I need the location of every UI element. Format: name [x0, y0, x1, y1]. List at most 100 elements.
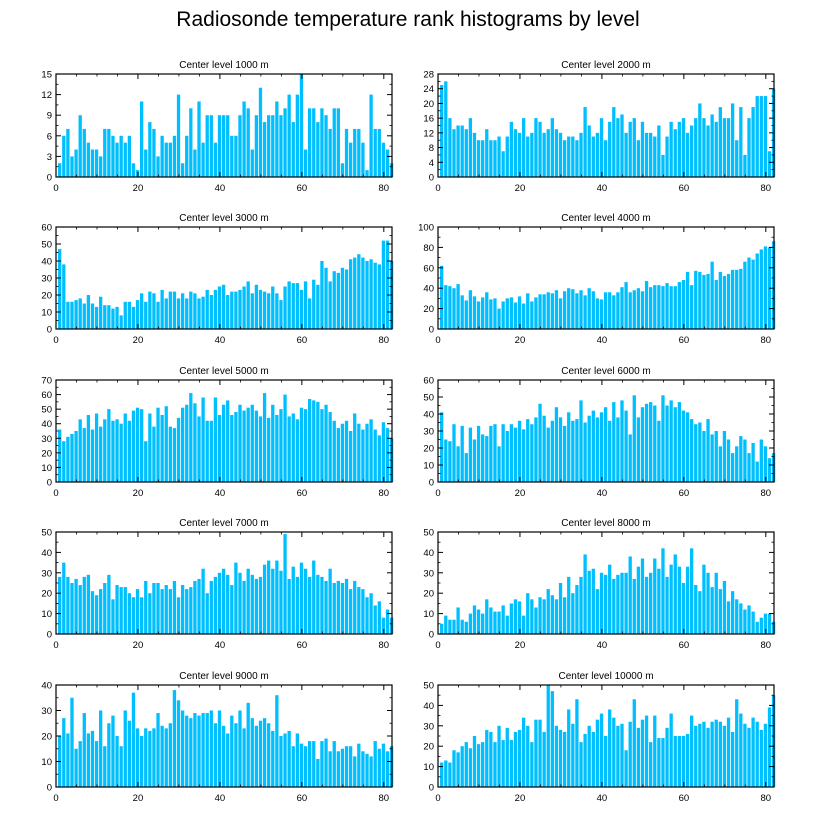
- histogram-bar: [168, 426, 172, 482]
- histogram-bar: [657, 285, 661, 329]
- histogram-bar: [58, 249, 62, 329]
- histogram-bar: [377, 748, 381, 787]
- histogram-bar: [522, 717, 526, 787]
- histogram-bar: [361, 751, 365, 787]
- histogram-bar: [739, 603, 743, 634]
- x-tick-label: 20: [515, 488, 526, 499]
- y-tick-label: 100: [418, 223, 434, 234]
- histogram-bar: [505, 298, 509, 329]
- histogram-bar: [103, 128, 107, 177]
- histogram-bar: [201, 397, 205, 482]
- histogram-bar: [332, 271, 336, 329]
- histogram-bar: [571, 593, 575, 634]
- histogram-bar: [189, 587, 193, 634]
- histogram-bar: [348, 259, 353, 329]
- histogram-bar: [448, 118, 452, 177]
- histogram-bar: [665, 136, 669, 177]
- histogram-bar: [197, 298, 201, 329]
- histogram-bar: [238, 115, 242, 177]
- histogram-bar: [571, 136, 575, 177]
- x-tick-label: 0: [435, 793, 440, 804]
- histogram-bar: [86, 414, 91, 482]
- x-tick-label: 80: [761, 793, 772, 804]
- histogram-bar: [66, 576, 70, 634]
- histogram-bar: [460, 425, 464, 482]
- histogram-bar: [497, 308, 501, 329]
- histogram-bar: [180, 163, 185, 177]
- y-tick-label: 20: [423, 99, 434, 110]
- histogram-bar: [242, 101, 246, 177]
- histogram-bar: [115, 142, 119, 177]
- histogram-bar: [172, 690, 177, 787]
- histogram-bar: [82, 713, 86, 787]
- histogram-bar: [373, 128, 377, 177]
- histogram-bar: [653, 715, 657, 787]
- histogram-bar: [657, 738, 661, 787]
- histogram-bar: [172, 428, 177, 482]
- histogram-bar: [119, 746, 123, 787]
- histogram-bar: [583, 295, 587, 329]
- histogram-bar: [546, 129, 550, 177]
- histogram-bar: [493, 298, 497, 329]
- histogram-bar: [295, 283, 300, 329]
- y-tick-label: 3: [47, 152, 52, 163]
- histogram-bar: [599, 713, 604, 787]
- y-tick-label: 40: [41, 548, 52, 559]
- histogram-bar: [493, 742, 497, 787]
- histogram-bar: [217, 572, 222, 634]
- y-tick-label: 50: [423, 528, 434, 539]
- histogram-bar: [156, 156, 160, 177]
- histogram-bar: [193, 403, 197, 482]
- histogram-bar: [234, 135, 238, 177]
- histogram-bar: [279, 409, 283, 482]
- histogram-bar: [103, 419, 107, 482]
- histogram-bar: [489, 140, 493, 177]
- histogram-bar: [176, 298, 181, 329]
- histogram-bar: [505, 136, 509, 177]
- histogram-bar: [530, 132, 534, 177]
- histogram-bar: [587, 570, 591, 634]
- histogram-bar: [624, 410, 628, 482]
- histogram-bar: [460, 746, 464, 787]
- histogram-bar: [111, 715, 115, 787]
- y-tick-label: 50: [41, 405, 52, 416]
- histogram-bar: [271, 286, 275, 329]
- histogram-bar: [710, 261, 714, 329]
- y-tick-label: 30: [41, 434, 52, 445]
- x-tick-label: 60: [679, 183, 690, 194]
- histogram-bar: [632, 578, 636, 634]
- x-tick-label: 20: [515, 793, 526, 804]
- x-tick-label: 80: [379, 793, 390, 804]
- histogram-bar: [66, 128, 70, 177]
- histogram-bar: [221, 115, 226, 177]
- histogram-bar: [735, 269, 739, 329]
- histogram-bar: [221, 284, 226, 329]
- histogram-bar: [103, 746, 107, 787]
- histogram-bar: [513, 427, 518, 482]
- histogram-bar: [185, 715, 189, 787]
- histogram-bar: [369, 94, 373, 177]
- histogram-bar: [353, 756, 357, 787]
- histogram-bar: [230, 414, 234, 482]
- histogram-bar: [344, 269, 349, 329]
- histogram-bar: [74, 578, 78, 634]
- histogram-bar: [726, 118, 731, 177]
- histogram-bar: [275, 293, 279, 329]
- histogram-bar: [632, 290, 636, 329]
- histogram-bar: [381, 617, 386, 634]
- histogram-bar: [620, 723, 624, 787]
- histogram-bar: [620, 572, 624, 634]
- histogram-bar: [86, 574, 91, 634]
- histogram-bar: [144, 149, 148, 177]
- histogram-bar: [612, 295, 616, 329]
- histogram-bar: [340, 267, 345, 329]
- histogram-bar: [234, 412, 238, 482]
- histogram-bar: [348, 142, 353, 177]
- histogram-bar: [522, 429, 526, 482]
- histogram-bar: [357, 423, 361, 482]
- histogram-bar: [312, 400, 316, 482]
- histogram-bar: [673, 736, 677, 787]
- histogram-bar: [234, 291, 238, 329]
- x-tick-label: 40: [597, 335, 608, 346]
- histogram-bar: [246, 108, 250, 177]
